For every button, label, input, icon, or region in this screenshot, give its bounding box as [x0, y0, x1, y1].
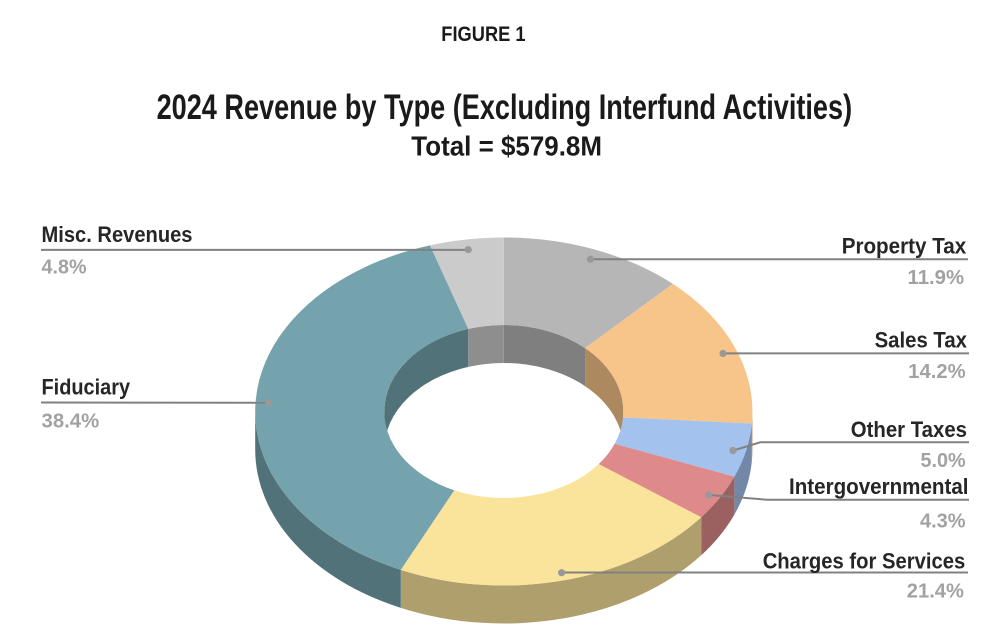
- svg-text:4.8%: 4.8%: [42, 257, 87, 279]
- svg-text:Intergovernmental: Intergovernmental: [789, 474, 969, 499]
- svg-text:21.4%: 21.4%: [907, 580, 964, 602]
- svg-text:Misc. Revenues: Misc. Revenues: [42, 222, 193, 247]
- svg-text:FIGURE 1: FIGURE 1: [441, 23, 526, 46]
- svg-text:Total = $579.8M: Total = $579.8M: [411, 130, 602, 161]
- svg-text:38.4%: 38.4%: [42, 411, 100, 433]
- svg-text:Fiduciary: Fiduciary: [42, 375, 131, 400]
- svg-text:Charges for Services: Charges for Services: [763, 549, 966, 574]
- svg-text:4.3%: 4.3%: [920, 510, 966, 532]
- svg-text:Sales Tax: Sales Tax: [875, 328, 968, 353]
- svg-text:14.2%: 14.2%: [908, 361, 966, 383]
- svg-text:5.0%: 5.0%: [921, 450, 966, 472]
- svg-text:11.9%: 11.9%: [908, 267, 965, 289]
- svg-text:Property Tax: Property Tax: [842, 234, 967, 259]
- svg-text:2024 Revenue by Type (Excludin: 2024 Revenue by Type (Excluding Interfun…: [157, 88, 853, 127]
- svg-text:Other Taxes: Other Taxes: [851, 417, 967, 442]
